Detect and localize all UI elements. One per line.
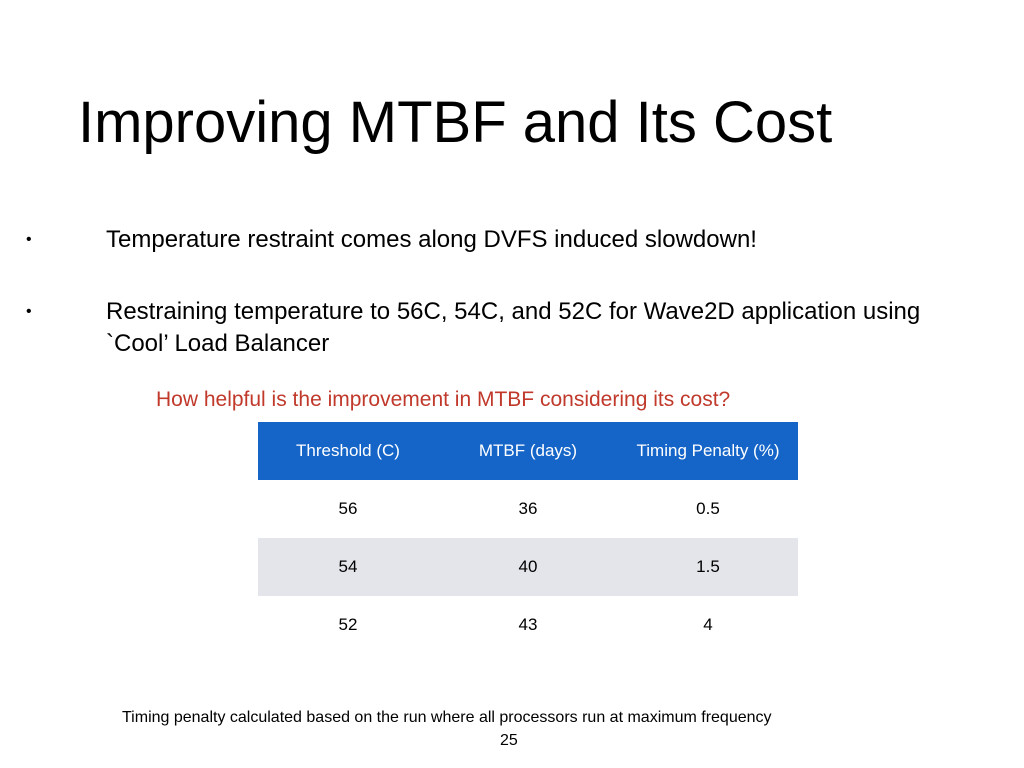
table-header-row: Threshold (C) MTBF (days) Timing Penalty… [258,422,798,480]
bullet-dot-icon: • [26,231,32,248]
page-number: 25 [500,732,518,749]
table-cell: 40 [438,538,618,596]
bullet-text: Temperature restraint comes along DVFS i… [106,226,757,253]
table-row: 56 36 0.5 [258,480,798,538]
table-row: 54 40 1.5 [258,538,798,596]
column-header-threshold: Threshold (C) [258,422,438,480]
bullet-item: • Restraining temperature to 56C, 54C, a… [26,296,946,360]
table-cell: 54 [258,538,438,596]
mtbf-table: Threshold (C) MTBF (days) Timing Penalty… [258,422,798,654]
bullet-text: Restraining temperature to 56C, 54C, and… [106,298,921,357]
slide-title: Improving MTBF and Its Cost [78,90,833,155]
column-header-mtbf: MTBF (days) [438,422,618,480]
bullet-dot-icon: • [26,303,32,320]
question-text: How helpful is the improvement in MTBF c… [156,388,731,411]
footnote: Timing penalty calculated based on the r… [122,709,772,726]
table-cell: 1.5 [618,538,798,596]
table-row: 52 43 4 [258,596,798,654]
table-cell: 52 [338,615,358,634]
table-cell: 36 [518,499,538,518]
table-cell: 43 [518,615,538,634]
table-cell: 0.5 [696,499,720,518]
table-cell: 56 [338,499,358,518]
table-cell: 4 [703,615,713,634]
column-header-timing-penalty: Timing Penalty (%) [618,422,798,480]
bullet-item: • Temperature restraint comes along DVFS… [26,224,946,256]
